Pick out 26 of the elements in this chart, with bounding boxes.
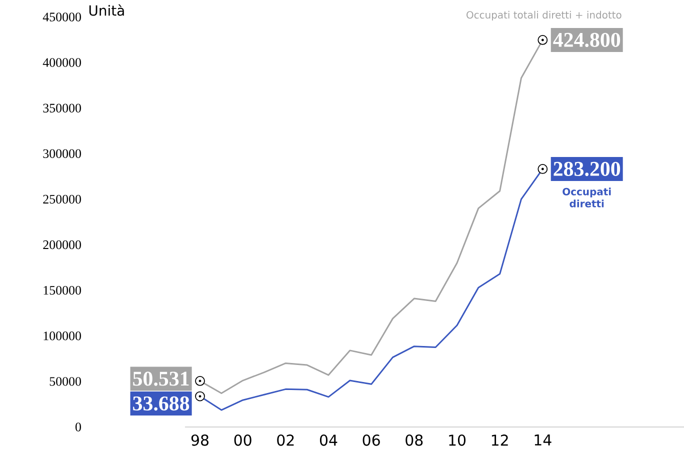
data-label: 33.688 xyxy=(133,396,190,411)
x-tick-label: 00 xyxy=(234,434,252,446)
x-tick-label: 06 xyxy=(362,434,380,446)
data-label: 50.531 xyxy=(133,372,189,386)
x-tick-label: 08 xyxy=(406,434,423,446)
y-tick-label: 400000 xyxy=(42,58,81,67)
y-tick-label: 350000 xyxy=(43,104,81,112)
y-tick-label: 300000 xyxy=(43,149,81,158)
y-axis-title: Unità xyxy=(89,4,124,16)
y-tick-label: 50000 xyxy=(50,377,81,386)
y-tick-label: 250000 xyxy=(43,194,81,204)
x-tick-label: 04 xyxy=(320,434,338,446)
x-tick-label: 98 xyxy=(191,434,208,446)
x-tick-label: 14 xyxy=(534,434,552,446)
y-tick-label: 0 xyxy=(76,422,81,432)
y-tick-label: 450000 xyxy=(42,12,81,22)
x-tick-label: 10 xyxy=(449,434,466,446)
series-label: Occupati totali diretti + indotto xyxy=(466,10,622,21)
data-label: 424.800 xyxy=(553,32,620,48)
x-tick-label: 12 xyxy=(492,434,508,446)
y-tick-label: 100000 xyxy=(44,332,81,340)
data-label: 283.200 xyxy=(554,162,620,176)
text: Occupati diretti xyxy=(562,188,611,208)
y-tick-label: 200000 xyxy=(43,240,81,250)
x-tick-label: 02 xyxy=(277,434,294,446)
y-tick-label: 150000 xyxy=(44,286,81,295)
